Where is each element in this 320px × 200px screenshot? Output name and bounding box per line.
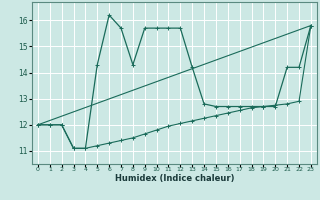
X-axis label: Humidex (Indice chaleur): Humidex (Indice chaleur) xyxy=(115,174,234,183)
